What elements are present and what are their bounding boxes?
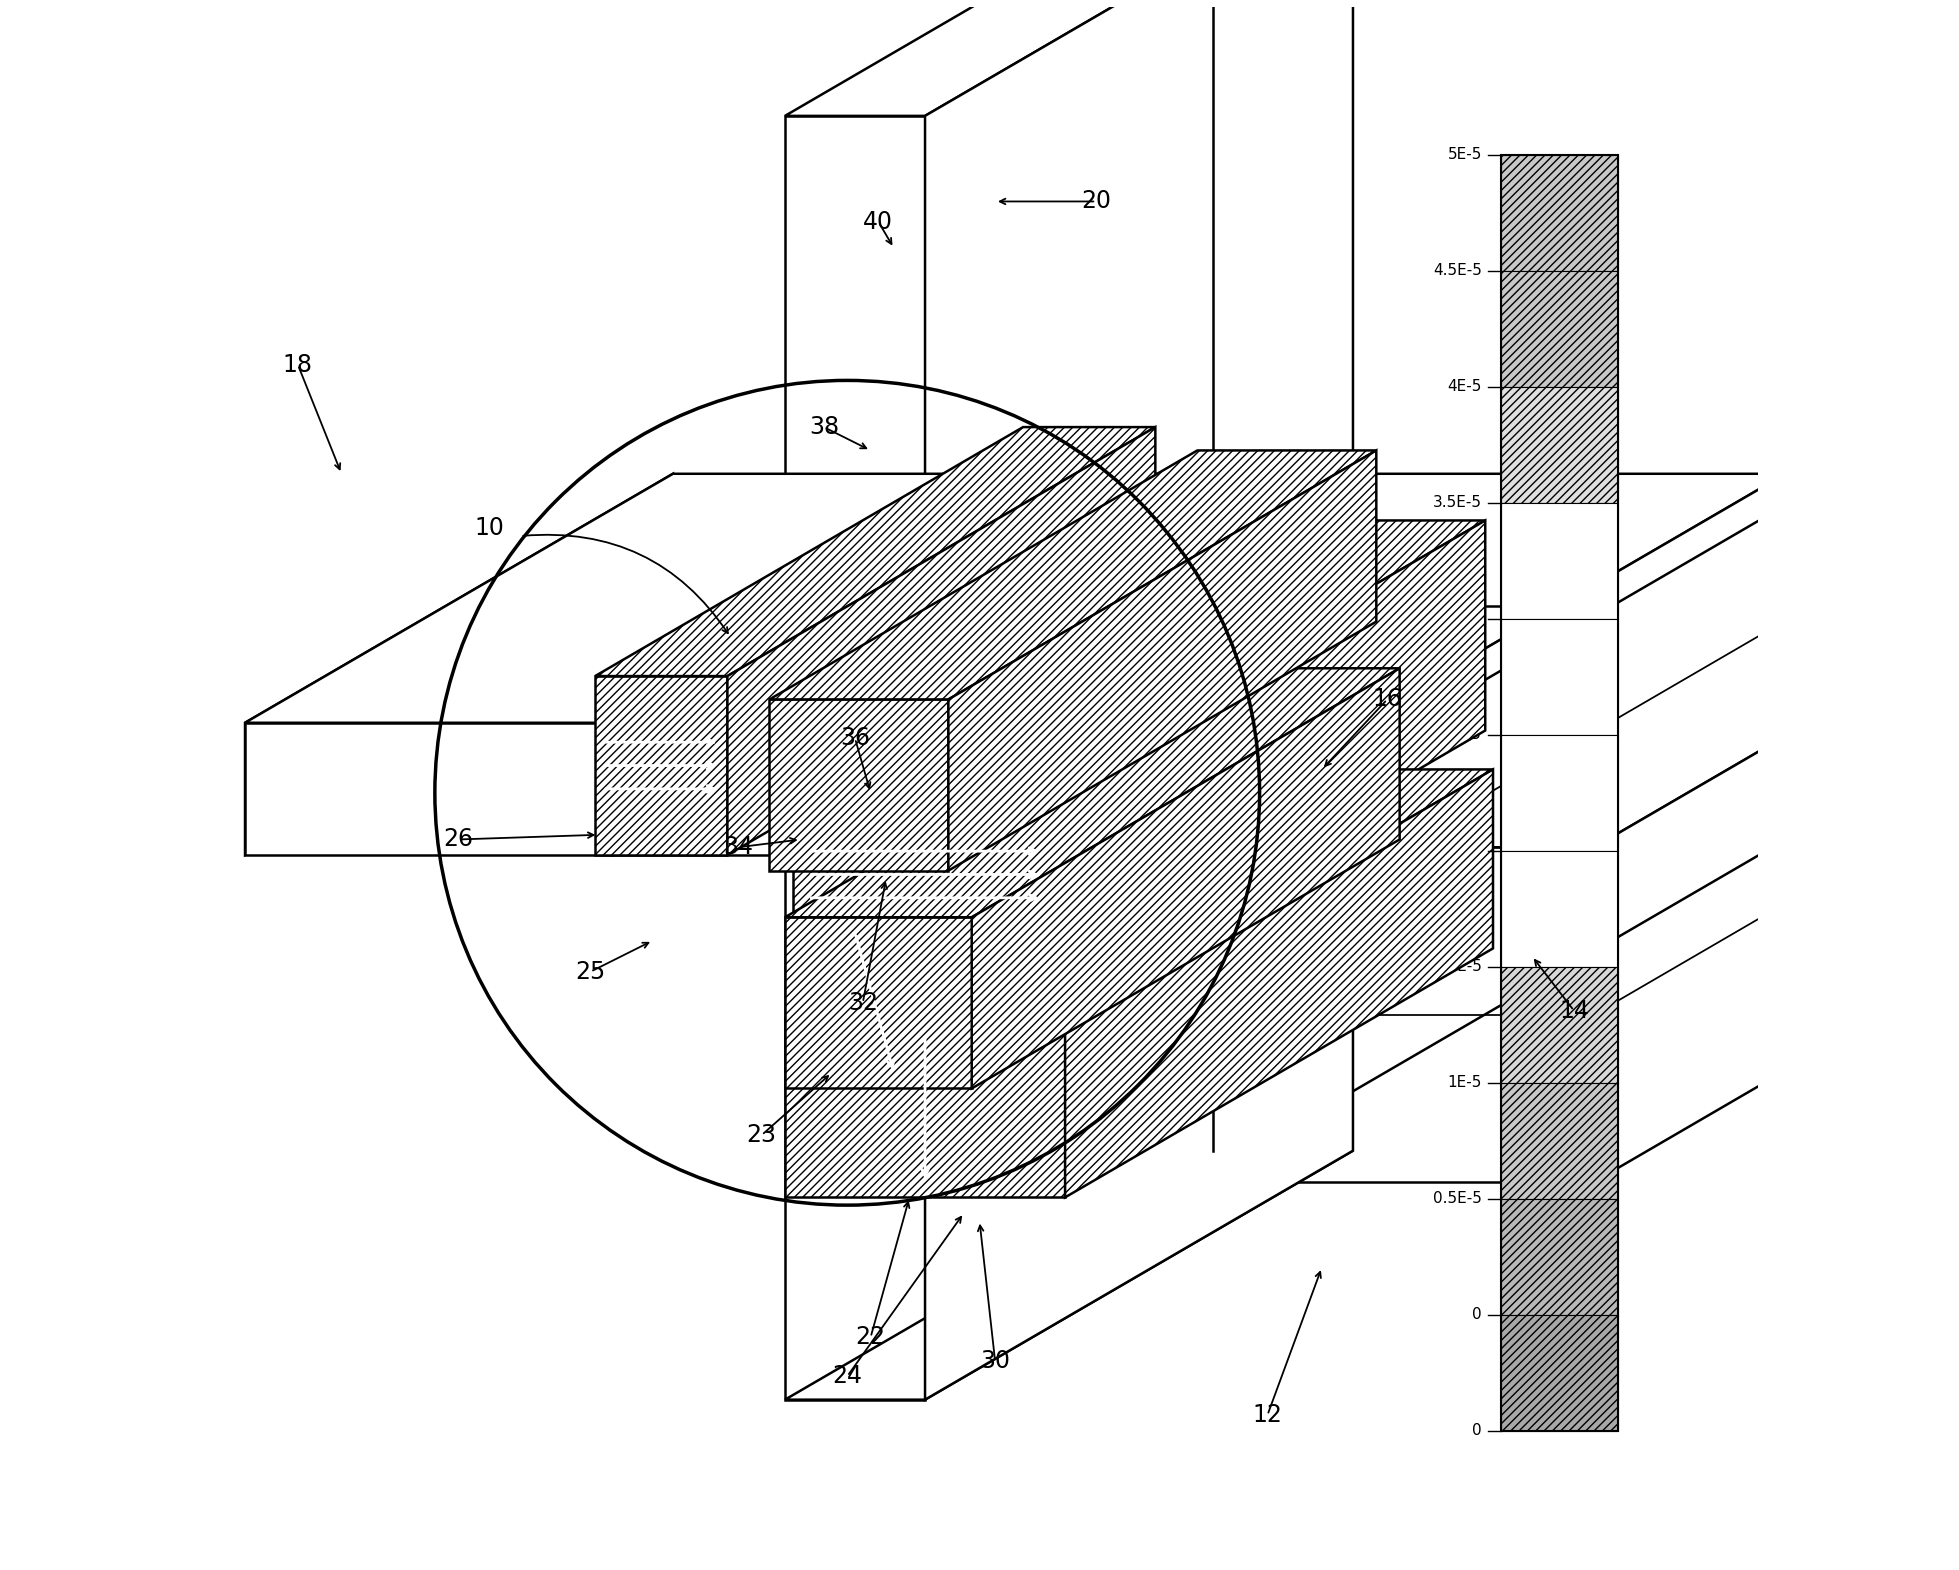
- Text: 2E-5: 2E-5: [1448, 843, 1483, 859]
- Polygon shape: [786, 722, 925, 1400]
- Bar: [1501, 619, 1618, 735]
- Polygon shape: [786, 0, 1354, 116]
- Text: 3.5E-5: 3.5E-5: [1434, 495, 1483, 510]
- Text: 26: 26: [443, 827, 474, 851]
- Text: 25: 25: [576, 959, 605, 984]
- Polygon shape: [245, 474, 674, 856]
- Text: 4.5E-5: 4.5E-5: [1434, 264, 1483, 278]
- Text: 40: 40: [864, 210, 893, 234]
- Polygon shape: [770, 699, 948, 871]
- Text: 38: 38: [809, 414, 838, 440]
- Polygon shape: [786, 1019, 1066, 1198]
- Polygon shape: [245, 474, 1038, 722]
- Polygon shape: [1197, 848, 1595, 1182]
- Text: 20: 20: [1081, 190, 1111, 214]
- Bar: [1501, 1083, 1618, 1199]
- Polygon shape: [727, 427, 1156, 856]
- Polygon shape: [925, 0, 1354, 856]
- Text: 1E-5: 1E-5: [1448, 1075, 1483, 1090]
- Polygon shape: [1197, 399, 1959, 848]
- Text: 23: 23: [746, 1123, 776, 1148]
- Bar: [1501, 155, 1618, 1430]
- Text: 30: 30: [980, 1349, 1011, 1372]
- Text: 0: 0: [1473, 1308, 1483, 1322]
- Polygon shape: [786, 116, 925, 856]
- Polygon shape: [995, 933, 1626, 1182]
- Bar: [1501, 851, 1618, 967]
- Text: 0.5E-5: 0.5E-5: [1434, 1192, 1483, 1206]
- Bar: [1501, 155, 1618, 270]
- Polygon shape: [770, 451, 1377, 699]
- Text: 4E-5: 4E-5: [1448, 380, 1483, 394]
- Text: 10: 10: [474, 517, 503, 540]
- Polygon shape: [948, 451, 1377, 871]
- Polygon shape: [1058, 521, 1485, 980]
- Polygon shape: [793, 769, 1058, 980]
- Bar: [1501, 386, 1618, 502]
- Bar: [1501, 502, 1618, 619]
- Polygon shape: [793, 521, 1485, 769]
- Polygon shape: [786, 669, 1399, 917]
- Text: 24: 24: [833, 1364, 862, 1388]
- Polygon shape: [786, 917, 972, 1088]
- Bar: [1501, 735, 1618, 851]
- Text: 2.5E-5: 2.5E-5: [1434, 727, 1483, 743]
- Text: 14: 14: [1559, 999, 1589, 1022]
- Polygon shape: [995, 722, 1197, 1182]
- Text: 32: 32: [848, 991, 878, 1014]
- Text: 22: 22: [856, 1325, 885, 1350]
- Text: 34: 34: [723, 835, 754, 859]
- Bar: [1501, 1199, 1618, 1314]
- Text: 5E-5: 5E-5: [1448, 148, 1483, 162]
- Polygon shape: [972, 669, 1399, 1088]
- Polygon shape: [611, 722, 1358, 856]
- Text: 16: 16: [1371, 688, 1403, 711]
- Polygon shape: [596, 427, 1156, 677]
- Polygon shape: [1066, 769, 1493, 1198]
- Text: 12: 12: [1252, 1404, 1283, 1427]
- Text: 1.5E-5: 1.5E-5: [1434, 959, 1483, 975]
- Bar: [1501, 1314, 1618, 1430]
- Polygon shape: [786, 1151, 1354, 1400]
- Polygon shape: [1595, 399, 1959, 1182]
- Text: 0: 0: [1473, 1424, 1483, 1438]
- Polygon shape: [596, 677, 727, 856]
- Polygon shape: [611, 474, 1785, 722]
- Bar: [1501, 967, 1618, 1083]
- Text: 36: 36: [840, 727, 870, 750]
- Polygon shape: [786, 769, 1493, 1019]
- Polygon shape: [245, 722, 611, 856]
- Polygon shape: [925, 474, 1354, 1400]
- Bar: [1501, 270, 1618, 386]
- Text: 3E-5: 3E-5: [1448, 611, 1483, 626]
- Text: 18: 18: [282, 353, 313, 377]
- Polygon shape: [1358, 474, 1785, 856]
